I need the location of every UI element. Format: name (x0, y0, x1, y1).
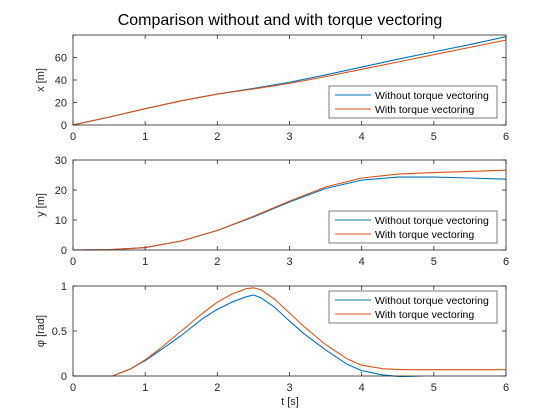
figure-title: Comparison without and with torque vecto… (118, 12, 443, 29)
y-axis-label: y [m] (35, 193, 47, 217)
subplot-2: 0 1 2 3 4 5 6 0 10 20 30 y [m] Without torque vector… (35, 155, 509, 268)
x-tick-label: 1 (142, 256, 148, 268)
legend-label-1: Without torque vectoring (375, 215, 489, 227)
x-tick-label: 5 (431, 382, 437, 394)
series-line-2 (73, 39, 506, 126)
x-tick-label: 2 (214, 131, 220, 143)
y-tick-label: 0 (61, 371, 67, 383)
x-tick-label: 6 (503, 256, 509, 268)
legend-label-1: Without torque vectoring (375, 295, 489, 307)
x-tick-label: 3 (286, 131, 292, 143)
y-tick-label: 0.5 (52, 326, 67, 338)
legend-box (328, 85, 498, 119)
y-tick-label: 30 (55, 155, 67, 167)
legend: Without torque vectoring With torque vect… (328, 210, 498, 244)
series-line-2 (73, 287, 506, 377)
x-tick-label: 4 (359, 382, 365, 394)
x-tick-label: 1 (142, 131, 148, 143)
x-tick-label: 4 (359, 256, 365, 268)
y-tick-label: 0 (61, 120, 67, 132)
legend-box (328, 210, 498, 244)
x-tick-label: 5 (431, 256, 437, 268)
legend-label-2: With torque vectoring (375, 104, 474, 116)
y-axis-label: x [m] (35, 68, 47, 92)
y-tick-label: 20 (55, 98, 67, 110)
y-tick-label: 40 (55, 75, 67, 87)
legend-label-1: Without torque vectoring (375, 90, 489, 102)
legend-box (328, 290, 498, 324)
x-tick-label: 1 (142, 382, 148, 394)
x-tick-label: 4 (359, 131, 365, 143)
x-tick-label: 6 (503, 131, 509, 143)
x-tick-label: 0 (70, 256, 76, 268)
legend-label-2: With torque vectoring (375, 309, 474, 321)
y-tick-label: 1 (61, 281, 67, 293)
x-tick-label: 2 (214, 256, 220, 268)
y-tick-label: 20 (55, 185, 67, 197)
legend: Without torque vectoring With torque vect… (328, 290, 498, 324)
x-tick-label: 3 (286, 382, 292, 394)
x-tick-label: 6 (503, 382, 509, 394)
x-tick-label: 0 (70, 131, 76, 143)
x-tick-label: 3 (286, 256, 292, 268)
y-tick-label: 10 (55, 215, 67, 227)
y-axis-label: φ [rad] (35, 315, 47, 347)
y-tick-label: 0 (61, 245, 67, 257)
subplot-3: 0 1 2 3 4 5 6 0 0.5 1 φ [rad] Without torque vector… (35, 281, 509, 394)
x-tick-label: 2 (214, 382, 220, 394)
y-tick-label: 60 (55, 53, 67, 65)
x-tick-label: 5 (431, 131, 437, 143)
legend: Without torque vectoring With torque vect… (328, 85, 498, 119)
x-axis-label: t [s] (281, 396, 299, 408)
x-tick-label: 0 (70, 382, 76, 394)
legend-label-2: With torque vectoring (375, 229, 474, 241)
